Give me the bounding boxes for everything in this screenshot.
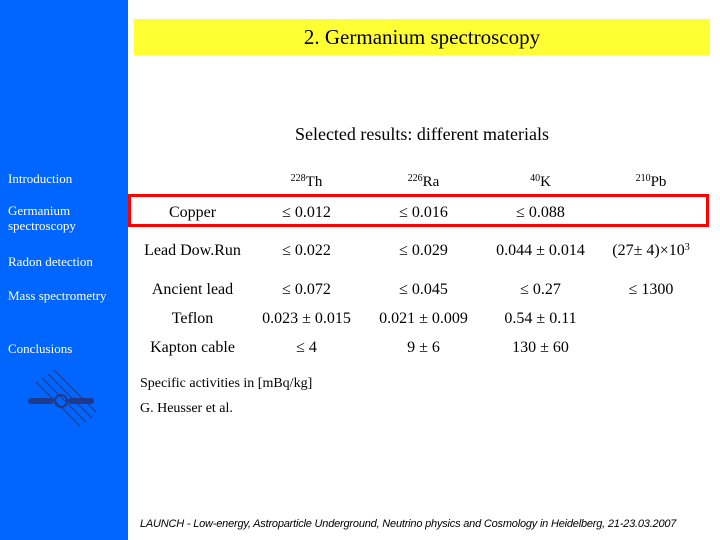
header-ra226: 226Ra [365, 166, 482, 198]
value-cell: ≤ 0.088 [482, 198, 599, 227]
header-k40: 40K [482, 166, 599, 198]
value-cell: 0.021 ± 0.009 [365, 304, 482, 333]
value-cell: ≤ 0.029 [365, 227, 482, 275]
material-cell: Teflon [137, 304, 248, 333]
table-row-lead-dowrun: Lead Dow.Run ≤ 0.022 ≤ 0.029 0.044 ± 0.0… [137, 227, 703, 275]
credit-note: G. Heusser et al. [140, 401, 233, 416]
value-cell: ≤ 1300 [599, 275, 703, 304]
value-cell: (27± 4)×103 [599, 227, 703, 275]
header-empty-cell [137, 166, 248, 198]
table-row-teflon: Teflon 0.023 ± 0.015 0.021 ± 0.009 0.54 … [137, 304, 703, 333]
value-cell: ≤ 0.012 [248, 198, 365, 227]
value-cell: ≤ 0.27 [482, 275, 599, 304]
sidebar-item-radon-detection[interactable]: Radon detection [8, 254, 93, 269]
value-cell: ≤ 0.072 [248, 275, 365, 304]
value-cell [599, 198, 703, 227]
sidebar-item-introduction[interactable]: Introduction [8, 171, 73, 186]
value-cell [599, 304, 703, 333]
value-cell [599, 333, 703, 362]
material-cell: Ancient lead [137, 275, 248, 304]
value-cell: ≤ 0.022 [248, 227, 365, 275]
table-header-row: 228Th 226Ra 40K 210Pb [137, 166, 703, 198]
material-cell: Kapton cable [137, 333, 248, 362]
slide-title: 2. Germanium spectroscopy [134, 19, 710, 55]
sidebar-item-conclusions[interactable]: Conclusions [8, 341, 73, 356]
institute-logo-icon [28, 369, 97, 427]
value-cell: 9 ± 6 [365, 333, 482, 362]
table-row-copper: Copper ≤ 0.012 ≤ 0.016 ≤ 0.088 [137, 198, 703, 227]
results-table: 228Th 226Ra 40K 210Pb Copper ≤ 0.012 ≤ 0… [137, 166, 703, 362]
value-cell: 130 ± 60 [482, 333, 599, 362]
header-th228: 228Th [248, 166, 365, 198]
units-note: Specific activities in [mBq/kg] [140, 376, 313, 391]
sidebar-item-mass-spectrometry[interactable]: Mass spectrometry [8, 288, 107, 303]
value-cell: ≤ 0.016 [365, 198, 482, 227]
sidebar-item-germanium-spectroscopy[interactable]: Germanium spectroscopy [8, 203, 76, 233]
table-row-kapton-cable: Kapton cable ≤ 4 9 ± 6 130 ± 60 [137, 333, 703, 362]
material-cell: Lead Dow.Run [137, 227, 248, 275]
table-row-ancient-lead: Ancient lead ≤ 0.072 ≤ 0.045 ≤ 0.27 ≤ 13… [137, 275, 703, 304]
header-pb210: 210Pb [599, 166, 703, 198]
conference-footer: LAUNCH - Low-energy, Astroparticle Under… [140, 518, 677, 530]
value-cell: 0.044 ± 0.014 [482, 227, 599, 275]
sidebar: Introduction Germanium spectroscopy Rado… [0, 0, 128, 540]
value-cell: 0.54 ± 0.11 [482, 304, 599, 333]
copper-row-highlight [128, 194, 709, 227]
value-cell: 0.023 ± 0.015 [248, 304, 365, 333]
material-cell: Copper [137, 198, 248, 227]
value-cell: ≤ 0.045 [365, 275, 482, 304]
value-cell: ≤ 4 [248, 333, 365, 362]
slide-subtitle: Selected results: different materials [294, 124, 550, 144]
